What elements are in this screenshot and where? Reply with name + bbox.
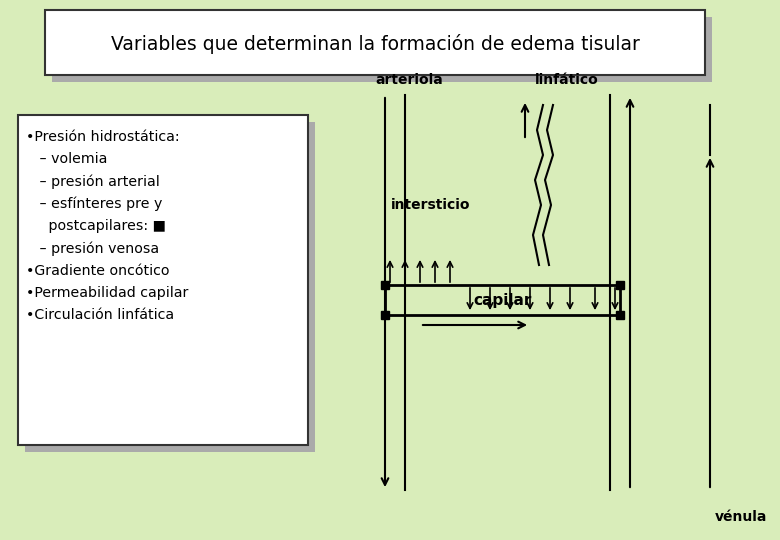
- Text: Variables que determinan la formación de edema tisular: Variables que determinan la formación de…: [111, 34, 640, 54]
- Text: arteriola: arteriola: [375, 73, 443, 87]
- Text: vénula: vénula: [715, 510, 768, 524]
- Text: intersticio: intersticio: [391, 198, 470, 212]
- Text: capilar: capilar: [473, 293, 532, 307]
- FancyBboxPatch shape: [45, 10, 705, 75]
- Text: linfático: linfático: [535, 73, 599, 87]
- FancyBboxPatch shape: [18, 115, 308, 445]
- Text: •Presión hidrostática:
   – volemia
   – presión arterial
   – esfínteres pre y
: •Presión hidrostática: – volemia – presi…: [26, 130, 189, 322]
- FancyBboxPatch shape: [52, 17, 712, 82]
- FancyBboxPatch shape: [25, 122, 315, 452]
